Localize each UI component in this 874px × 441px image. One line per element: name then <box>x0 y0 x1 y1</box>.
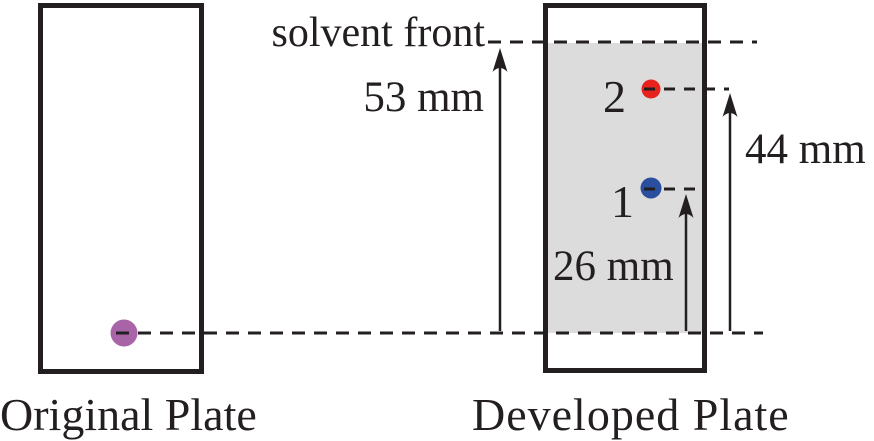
measurement-26mm: 26 mm <box>553 243 674 290</box>
arrow-53mm-head-icon <box>492 48 508 72</box>
arrow-26mm <box>678 194 694 331</box>
developed-plate-title: Developed Plate <box>472 389 790 440</box>
spot-1-label: 1 <box>611 176 634 227</box>
arrow-53mm <box>492 48 508 331</box>
measurement-53mm: 53 mm <box>363 74 484 121</box>
measurement-44mm: 44 mm <box>745 126 866 173</box>
developed-region <box>548 43 702 333</box>
solvent-front-label: solvent front <box>271 10 485 56</box>
arrow-44mm-head-icon <box>722 93 738 117</box>
original-plate-title: Original Plate <box>0 389 257 440</box>
arrow-26mm-head-icon <box>678 194 694 218</box>
arrow-44mm <box>722 93 738 331</box>
original-plate <box>38 3 204 374</box>
spot-2-label: 2 <box>603 71 626 122</box>
